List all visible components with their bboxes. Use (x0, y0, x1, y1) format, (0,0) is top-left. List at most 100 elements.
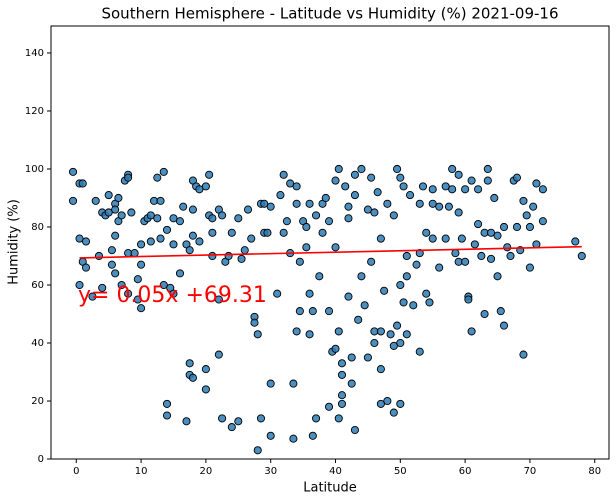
point (477, 251, 486, 261)
point (208, 251, 217, 261)
point (260, 199, 269, 208)
point (399, 298, 408, 307)
point (175, 269, 185, 278)
point (195, 185, 204, 194)
point (396, 280, 405, 290)
point (104, 191, 113, 200)
point (337, 391, 347, 400)
point (428, 199, 437, 208)
point (324, 217, 334, 226)
x-axis-label: Latitude (303, 481, 357, 496)
point (179, 202, 188, 211)
x-tick-label: 40 (329, 466, 342, 477)
point (376, 365, 385, 374)
point (470, 240, 479, 249)
point (159, 167, 168, 176)
point (457, 234, 466, 243)
point (266, 202, 275, 211)
point (185, 246, 194, 255)
point (201, 182, 210, 191)
point (499, 321, 509, 330)
point (386, 330, 395, 339)
point (253, 446, 262, 455)
point (529, 202, 538, 211)
point (357, 164, 366, 174)
point (227, 423, 236, 432)
point (305, 199, 314, 208)
point (331, 243, 340, 252)
point (512, 173, 522, 182)
point (331, 176, 340, 185)
point (169, 214, 178, 223)
point (538, 185, 547, 194)
point (435, 202, 444, 211)
y-tick-label: 0 (38, 454, 44, 465)
point (247, 234, 256, 243)
y-tick-label: 120 (25, 106, 44, 117)
point (188, 205, 197, 214)
point (218, 414, 227, 423)
point (130, 249, 139, 258)
y-tick-label: 20 (31, 396, 44, 407)
point (78, 179, 87, 188)
point (350, 170, 360, 179)
point (418, 182, 428, 191)
point (525, 263, 534, 272)
point (519, 196, 528, 205)
x-tick-label: 80 (588, 466, 601, 477)
point (396, 173, 405, 182)
point (162, 411, 172, 420)
point (114, 193, 123, 203)
point (292, 199, 301, 208)
point (367, 173, 376, 182)
point (467, 327, 476, 336)
point (256, 414, 266, 423)
point (127, 208, 136, 217)
point (208, 228, 217, 237)
point (243, 205, 253, 214)
y-tick-label: 80 (31, 222, 44, 233)
point (162, 399, 172, 408)
point (422, 228, 431, 237)
point (402, 330, 411, 339)
point (441, 234, 450, 243)
point (279, 228, 288, 237)
point (308, 307, 317, 316)
point (337, 370, 347, 379)
point (399, 182, 408, 191)
point (234, 214, 243, 223)
point (175, 217, 185, 226)
y-axis-label: Humidity (%) (7, 199, 22, 285)
point (370, 208, 379, 217)
point (111, 231, 120, 240)
point (493, 272, 502, 281)
point (146, 211, 155, 220)
point (376, 327, 385, 336)
point (461, 257, 470, 266)
point (347, 353, 356, 362)
point (334, 164, 343, 174)
point (428, 234, 437, 243)
point (153, 214, 162, 223)
point (279, 170, 288, 179)
point (480, 309, 489, 319)
point (571, 237, 580, 246)
point (422, 289, 431, 298)
point (68, 196, 78, 205)
point (454, 170, 463, 179)
point (266, 431, 275, 440)
point (402, 251, 411, 261)
point (159, 280, 168, 290)
point (321, 193, 330, 203)
point (68, 167, 78, 176)
y-tick-label: 40 (31, 338, 44, 349)
point (373, 188, 382, 197)
point (266, 379, 275, 388)
point (253, 330, 262, 339)
point (493, 231, 502, 240)
point (506, 251, 515, 261)
point (312, 414, 321, 423)
point (448, 164, 457, 174)
